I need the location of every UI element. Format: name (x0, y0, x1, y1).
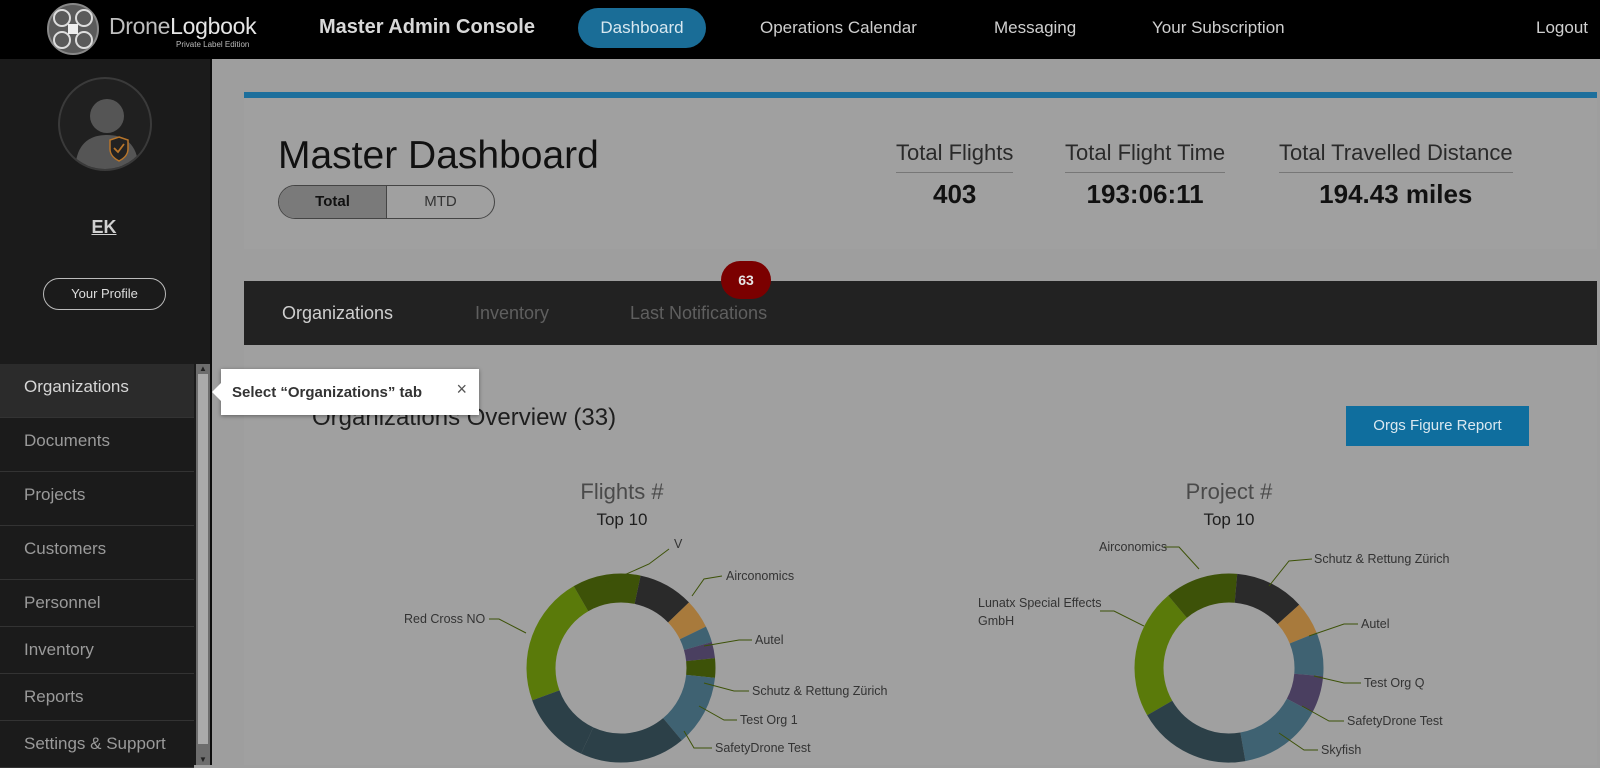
logo-subtitle: Private Label Edition (176, 40, 249, 49)
stat-value: 194.43 miles (1279, 179, 1513, 210)
slice-label: Test Org 1 (740, 713, 798, 727)
avatar[interactable] (58, 77, 152, 171)
stat-value: 403 (896, 179, 1013, 210)
label-connector (1164, 547, 1199, 569)
stat-label: Total Travelled Distance (1279, 140, 1513, 173)
donut-slice[interactable] (698, 646, 701, 660)
stat-label: Total Flights (896, 140, 1013, 173)
slice-label: V (674, 537, 683, 551)
sidebar-item-organizations[interactable]: Organizations (0, 364, 194, 418)
sidebar-divider (210, 59, 212, 765)
page-title: Master Dashboard (278, 134, 599, 178)
stat-total-flight-time: Total Flight Time 193:06:11 (1065, 140, 1225, 210)
slice-label: Red Cross NO (404, 612, 486, 626)
sidebar: EK Your Profile Organizations Documents … (0, 59, 212, 765)
donut-slice[interactable] (1236, 588, 1288, 614)
sidebar-scrollbar[interactable]: ▲ ▼ (196, 364, 210, 765)
sidebar-item-documents[interactable]: Documents (0, 418, 194, 472)
donut-slice[interactable] (1288, 614, 1303, 638)
donut-slice[interactable] (693, 633, 698, 646)
sidebar-item-projects[interactable]: Projects (0, 472, 194, 526)
user-shield-icon (60, 79, 152, 171)
label-connector (692, 576, 722, 596)
drone-logo-icon (46, 2, 100, 56)
slice-label: Airconomics (726, 569, 794, 583)
slice-label: Schutz & Rettung Zürich (1314, 552, 1450, 566)
toggle-total[interactable]: Total (279, 186, 387, 218)
scroll-thumb[interactable] (198, 374, 208, 744)
donut-slice[interactable] (541, 599, 581, 696)
user-initials[interactable]: EK (0, 217, 208, 238)
donut-slice[interactable] (1300, 675, 1309, 706)
scroll-down-arrow-icon[interactable]: ▼ (196, 755, 210, 765)
slice-label: SafetyDrone Test (1347, 714, 1443, 728)
donut-slice[interactable] (546, 695, 587, 740)
logo[interactable]: DroneLogbook Private Label Edition (46, 0, 276, 59)
stats-card: Master Dashboard Total MTD Total Flights… (244, 92, 1597, 249)
label-connector (489, 619, 526, 633)
stat-total-distance: Total Travelled Distance 194.43 miles (1279, 140, 1513, 210)
total-mtd-toggle: Total MTD (278, 185, 495, 219)
donut-slice[interactable] (1178, 588, 1236, 607)
onboarding-tooltip: Select “Organizations” tab × (221, 369, 479, 415)
logout-link[interactable]: Logout (1536, 18, 1588, 38)
slice-label: Lunatx Special Effects (978, 596, 1101, 610)
logo-text: DroneLogbook (109, 13, 256, 40)
organizations-panel: Organizations Inventory Last Notificatio… (244, 281, 1597, 765)
donut-slice[interactable] (679, 612, 693, 633)
toggle-mtd[interactable]: MTD (387, 186, 494, 218)
slice-label: GmbH (978, 614, 1014, 628)
donut-slice[interactable] (638, 590, 679, 613)
slice-label: Airconomics (1099, 540, 1167, 554)
sidebar-item-customers[interactable]: Customers (0, 526, 194, 580)
close-icon[interactable]: × (456, 379, 467, 400)
donut-slice[interactable] (1160, 708, 1243, 748)
nav-messaging[interactable]: Messaging (994, 18, 1076, 38)
top-bar: DroneLogbook Private Label Edition Maste… (0, 0, 1600, 59)
donut-slice[interactable] (587, 729, 672, 748)
sidebar-item-personnel[interactable]: Personnel (0, 580, 194, 627)
slice-label: Skyfish (1321, 743, 1361, 757)
sidebar-item-reports[interactable]: Reports (0, 674, 194, 721)
nav-your-subscription[interactable]: Your Subscription (1152, 18, 1285, 38)
your-profile-button[interactable]: Your Profile (43, 278, 166, 310)
donut-slice[interactable] (1149, 607, 1178, 708)
slice-label: Autel (1361, 617, 1390, 631)
stat-value: 193:06:11 (1065, 179, 1225, 210)
slice-label: Schutz & Rettung Zürich (752, 684, 888, 698)
sidebar-item-settings-support[interactable]: Settings & Support (0, 721, 194, 768)
donut-slice[interactable] (1303, 638, 1309, 675)
label-connector (1269, 559, 1312, 586)
stat-label: Total Flight Time (1065, 140, 1225, 173)
slice-label: Test Org Q (1364, 676, 1425, 690)
nav-operations-calendar[interactable]: Operations Calendar (760, 18, 917, 38)
stat-total-flights: Total Flights 403 (896, 140, 1013, 210)
donut-slice[interactable] (672, 676, 700, 729)
sidebar-item-inventory[interactable]: Inventory (0, 627, 194, 674)
donut-slice[interactable] (581, 588, 638, 599)
slice-label: SafetyDrone Test (715, 741, 811, 755)
slice-label: Autel (755, 633, 784, 647)
nav-dashboard[interactable]: Dashboard (578, 8, 706, 48)
tooltip-text: Select “Organizations” tab (232, 384, 422, 401)
console-title: Master Admin Console (319, 16, 535, 39)
donut-charts: V Airconomics Autel Schutz & Rettung Zürich… (244, 281, 1597, 765)
label-connector (1100, 611, 1144, 626)
donut-slice[interactable] (1243, 706, 1300, 747)
sidebar-menu: Organizations Documents Projects Custome… (0, 364, 194, 768)
scroll-up-arrow-icon[interactable]: ▲ (196, 364, 210, 374)
